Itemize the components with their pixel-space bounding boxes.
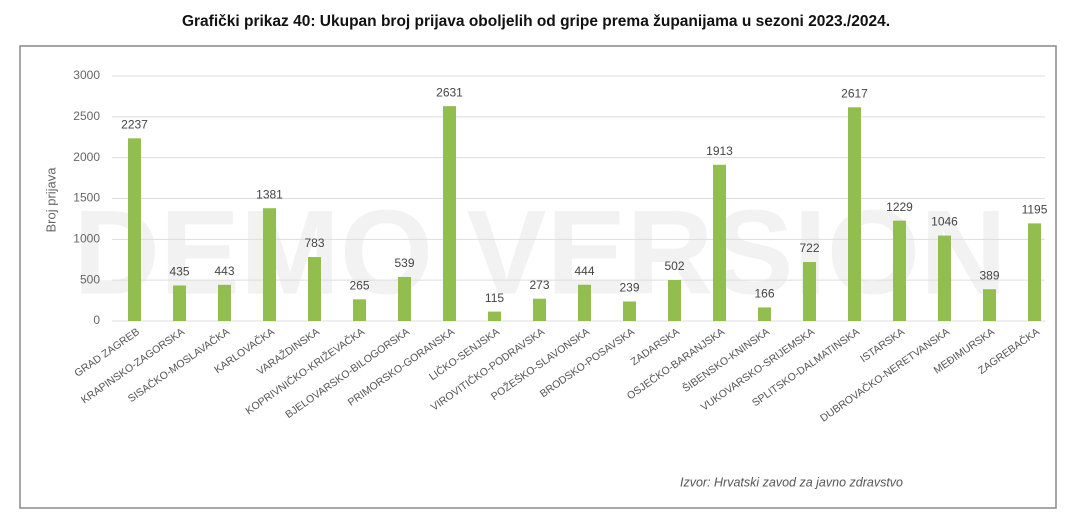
bar	[623, 301, 636, 321]
bar	[713, 164, 726, 321]
y-tick-label: 0	[93, 313, 100, 327]
source-note: Izvor: Hrvatski zavod za javno zdravstvo	[680, 475, 903, 489]
bar	[308, 257, 321, 321]
value-label: 2617	[841, 86, 868, 100]
bar	[218, 284, 231, 321]
y-tick-label: 1000	[73, 232, 100, 246]
y-tick-label: 500	[80, 272, 100, 286]
bar	[353, 299, 366, 321]
y-tick-label: 3000	[73, 68, 100, 82]
value-label: 2237	[121, 117, 148, 131]
bar	[173, 285, 186, 321]
y-axis-label: Broj prijava	[43, 167, 58, 233]
value-label: 444	[574, 264, 594, 278]
value-label: 1046	[931, 215, 958, 229]
value-label: 443	[214, 264, 234, 278]
value-label: 783	[304, 236, 324, 250]
bar	[443, 106, 456, 321]
bar	[533, 298, 546, 321]
bar	[668, 280, 681, 321]
value-label: 1381	[256, 187, 283, 201]
bar	[893, 220, 906, 321]
bar	[398, 276, 411, 321]
value-label: 1195	[1022, 203, 1048, 217]
chart-frame	[19, 45, 1057, 509]
bar	[128, 138, 141, 321]
bar	[983, 289, 996, 321]
value-label: 2631	[436, 85, 463, 99]
bar	[263, 208, 276, 321]
chart-title: Grafički prikaz 40: Ukupan broj prijava …	[182, 13, 890, 30]
value-label: 539	[394, 256, 414, 270]
value-label: 265	[349, 279, 369, 293]
y-tick-label: 1500	[73, 191, 100, 205]
bar	[758, 307, 771, 321]
bar	[938, 235, 951, 321]
bar	[578, 284, 591, 321]
bar	[488, 311, 501, 321]
value-label: 435	[169, 265, 189, 279]
value-label: 722	[799, 241, 819, 255]
value-label: 239	[619, 281, 639, 295]
bar	[1028, 223, 1041, 321]
y-tick-label: 2000	[73, 150, 100, 164]
bar	[803, 262, 816, 321]
value-label: 1913	[706, 144, 733, 158]
value-label: 273	[529, 278, 549, 292]
y-tick-label: 2500	[73, 109, 100, 123]
bar	[848, 107, 861, 321]
value-label: 115	[485, 291, 504, 305]
value-label: 166	[754, 287, 774, 301]
value-label: 1229	[886, 200, 913, 214]
value-label: 389	[979, 268, 999, 282]
value-label: 502	[664, 259, 684, 273]
